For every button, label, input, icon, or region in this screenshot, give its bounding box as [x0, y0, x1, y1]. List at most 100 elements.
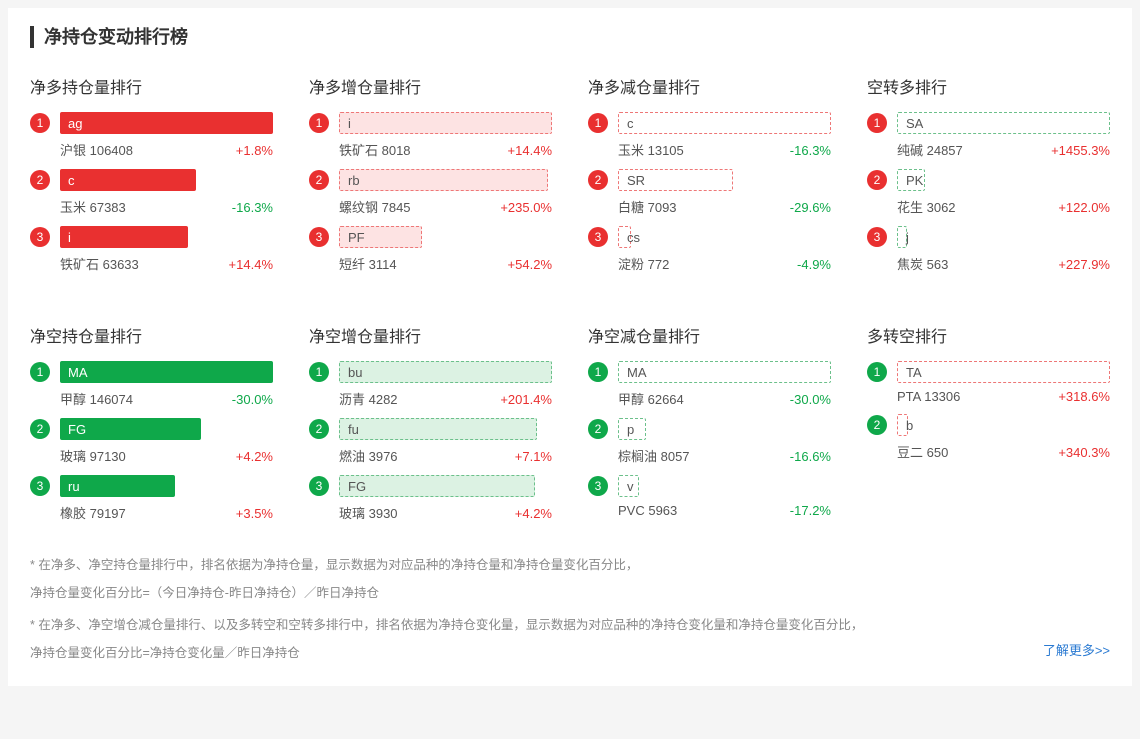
item-top-row: 1i — [309, 112, 552, 134]
rank-badge: 2 — [30, 170, 50, 190]
bar: b — [897, 414, 908, 436]
bar-wrap: TA — [897, 361, 1110, 383]
item-desc: 淀粉 772 — [618, 254, 669, 273]
column-title: 净多持仓量排行 — [30, 74, 273, 98]
item-bottom-row: 白糖 7093-29.6% — [588, 197, 831, 216]
item-desc: 焦炭 563 — [897, 254, 948, 273]
panel-title: 净持仓变动排行榜 — [30, 26, 1110, 48]
rank-badge: 1 — [867, 113, 887, 133]
item-bottom-row: 燃油 3976+7.1% — [309, 446, 552, 465]
ranking-item[interactable]: 2c玉米 67383-16.3% — [30, 169, 273, 216]
ranking-item[interactable]: 1MA甲醇 62664-30.0% — [588, 361, 831, 408]
ranking-column: 净多持仓量排行 1ag沪银 106408+1.8% 2c玉米 67383-16.3%… — [30, 74, 273, 283]
item-bottom-row: 豆二 650+340.3% — [867, 442, 1110, 461]
ranking-item[interactable]: 3cs淀粉 772-4.9% — [588, 226, 831, 273]
column-title: 净空减仓量排行 — [588, 323, 831, 347]
bar-wrap: rb — [339, 169, 552, 191]
bar-wrap: SR — [618, 169, 831, 191]
item-top-row: 1c — [588, 112, 831, 134]
item-top-row: 1 SA — [867, 112, 1110, 134]
bar-wrap: MA — [60, 361, 273, 383]
bar: SR — [618, 169, 733, 191]
item-percent: +4.2% — [515, 506, 552, 521]
item-percent: +235.0% — [500, 200, 552, 215]
item-percent: +4.2% — [236, 449, 273, 464]
footnote-line: * 在净多、净空增仓减仓量排行、以及多转空和空转多排行中，排名依据为净持仓变化量… — [30, 614, 1110, 636]
bar-wrap: b — [897, 414, 1110, 436]
item-top-row: 3 PF — [309, 226, 552, 248]
item-percent: -16.6% — [790, 449, 831, 464]
rank-badge: 1 — [30, 362, 50, 382]
item-percent: -30.0% — [232, 392, 273, 407]
item-bottom-row: PVC 5963 -17.2% — [588, 503, 831, 518]
footnotes: * 在净多、净空持仓量排行中，排名依据为净持仓量，显示数据为对应品种的净持仓量和… — [30, 554, 1110, 664]
ranking-item[interactable]: 3FG玻璃 3930+4.2% — [309, 475, 552, 522]
bar-wrap: PF — [339, 226, 552, 248]
item-percent: -16.3% — [232, 200, 273, 215]
ranking-item[interactable]: 2b 豆二 650+340.3% — [867, 414, 1110, 461]
rank-badge: 1 — [309, 362, 329, 382]
rank-badge: 1 — [588, 113, 608, 133]
bar: FG — [60, 418, 201, 440]
item-percent: +3.5% — [236, 506, 273, 521]
bar-wrap: fu — [339, 418, 552, 440]
item-top-row: 1 MA — [30, 361, 273, 383]
bar: j — [897, 226, 907, 248]
bar: TA — [897, 361, 1110, 383]
ranking-item[interactable]: 2FG玻璃 97130+4.2% — [30, 418, 273, 465]
ranking-column: 净空持仓量排行1MA甲醇 146074-30.0%2FG玻璃 97130+4.2… — [30, 323, 273, 532]
ranking-item[interactable]: 2rb 螺纹钢 7845+235.0% — [309, 169, 552, 216]
footnote-line: 净持仓量变化百分比=净持仓变化量／昨日净持仓 — [30, 642, 1110, 664]
item-top-row: 2FG — [30, 418, 273, 440]
item-top-row: 1MA — [588, 361, 831, 383]
item-desc: 甲醇 146074 — [60, 389, 133, 408]
item-percent: +1455.3% — [1051, 143, 1110, 158]
item-top-row: 2p — [588, 418, 831, 440]
ranking-item[interactable]: 3i铁矿石 63633+14.4% — [30, 226, 273, 273]
item-desc: 棕榈油 8057 — [618, 446, 690, 465]
ranking-item[interactable]: 3v PVC 5963 -17.2% — [588, 475, 831, 518]
bar: ru — [60, 475, 175, 497]
ranking-item[interactable]: 2fu燃油 3976+7.1% — [309, 418, 552, 465]
item-bottom-row: 淀粉 772-4.9% — [588, 254, 831, 273]
ranking-column: 净空增仓量排行1bu沥青 4282+201.4%2fu燃油 3976+7.1%3… — [309, 323, 552, 532]
ranking-item[interactable]: 1SA纯碱 24857+1455.3% — [867, 112, 1110, 159]
item-desc: PVC 5963 — [618, 503, 677, 518]
item-desc: 玉米 13105 — [618, 140, 684, 159]
ranking-item[interactable]: 2SR白糖 7093-29.6% — [588, 169, 831, 216]
bar: SA — [897, 112, 1110, 134]
ranking-item[interactable]: 3j 焦炭 563+227.9% — [867, 226, 1110, 273]
ranking-item[interactable]: 3ru橡胶 79197+3.5% — [30, 475, 273, 522]
ranking-item[interactable]: 1c玉米 13105-16.3% — [588, 112, 831, 159]
ranking-item[interactable]: 2p 棕榈油 8057 -16.6% — [588, 418, 831, 465]
ranking-item[interactable]: 3PF短纤 3114+54.2% — [309, 226, 552, 273]
item-bottom-row: 螺纹钢 7845+235.0% — [309, 197, 552, 216]
item-bottom-row: 焦炭 563+227.9% — [867, 254, 1110, 273]
column-title: 空转多排行 — [867, 74, 1110, 98]
rank-badge: 1 — [867, 362, 887, 382]
ranking-item[interactable]: 1bu沥青 4282+201.4% — [309, 361, 552, 408]
bar-wrap: v — [618, 475, 831, 497]
ranking-item[interactable]: 1i铁矿石 8018+14.4% — [309, 112, 552, 159]
ranking-item[interactable]: 1ag沪银 106408+1.8% — [30, 112, 273, 159]
ranking-item[interactable]: 1 MA 甲醇 146074 -30.0% — [30, 361, 273, 408]
learn-more-link[interactable]: 了解更多>> — [1043, 640, 1110, 662]
rank-badge: 1 — [30, 113, 50, 133]
rank-badge: 3 — [309, 227, 329, 247]
item-percent: -17.2% — [790, 503, 831, 518]
bar: p — [618, 418, 646, 440]
bar: fu — [339, 418, 537, 440]
ranking-item[interactable]: 2PK花生 3062+122.0% — [867, 169, 1110, 216]
item-desc: 玻璃 3930 — [339, 503, 398, 522]
item-top-row: 3v — [588, 475, 831, 497]
ranking-item[interactable]: 1TAPTA 13306+318.6% — [867, 361, 1110, 404]
item-desc: 豆二 650 — [897, 442, 948, 461]
bar: i — [339, 112, 552, 134]
item-bottom-row: 橡胶 79197+3.5% — [30, 503, 273, 522]
rank-badge: 2 — [867, 415, 887, 435]
item-top-row: 1 TA — [867, 361, 1110, 383]
rank-badge: 3 — [867, 227, 887, 247]
item-top-row: 3j — [867, 226, 1110, 248]
bar-wrap: bu — [339, 361, 552, 383]
item-top-row: 2rb — [309, 169, 552, 191]
